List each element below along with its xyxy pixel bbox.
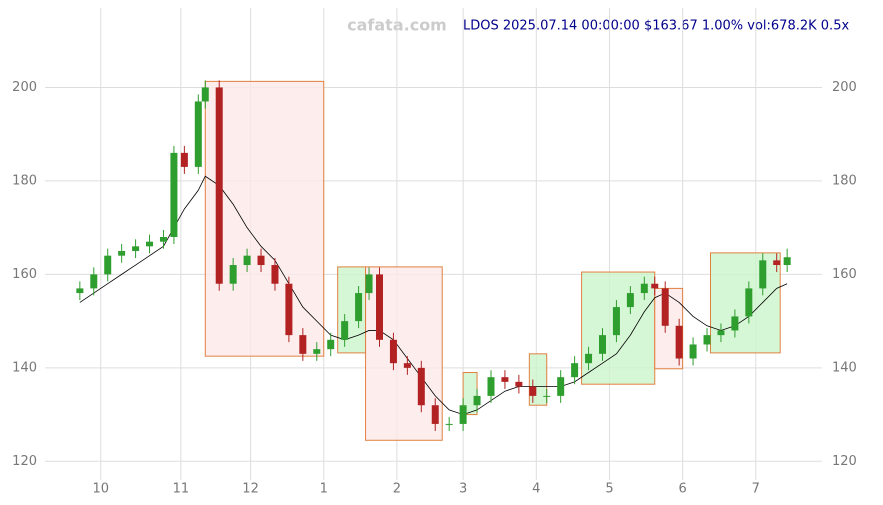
candle-body — [403, 363, 411, 368]
candle-body — [104, 255, 112, 275]
candle-body — [598, 335, 606, 354]
x-tick-label: 4 — [532, 482, 540, 497]
y-tick-label: 120 — [12, 454, 37, 469]
candle-body — [585, 353, 593, 364]
y-tick-label-right: 180 — [832, 173, 857, 188]
candle-body — [243, 255, 251, 266]
y-tick-label-right: 200 — [832, 80, 857, 95]
candle-body — [375, 274, 383, 340]
y-tick-label: 180 — [12, 173, 37, 188]
candle-body — [180, 152, 188, 167]
candle-body — [132, 246, 140, 252]
candle-body — [703, 335, 711, 345]
candle-body — [473, 395, 481, 406]
y-tick-label-right: 160 — [832, 267, 857, 282]
candle-body — [689, 344, 697, 359]
candle-body — [759, 260, 767, 289]
candle-body — [487, 377, 495, 396]
candle-body — [717, 330, 725, 336]
x-tick-label: 6 — [678, 482, 686, 497]
candle-body — [417, 367, 425, 406]
candle-body — [285, 283, 293, 336]
candle-body — [731, 316, 739, 331]
candle-body — [229, 265, 237, 284]
x-tick-label: 12 — [242, 482, 259, 497]
y-tick-label: 140 — [12, 360, 37, 375]
candle-body — [651, 283, 659, 289]
candle-body — [215, 87, 223, 284]
candle-body — [76, 288, 84, 294]
candle-body — [783, 257, 791, 266]
candle-body — [459, 405, 467, 424]
candle-body — [313, 349, 321, 354]
candle-body — [612, 307, 620, 336]
candle-body — [170, 152, 178, 237]
y-tick-label-right: 120 — [832, 454, 857, 469]
chart-title: LDOS 2025.07.14 00:00:00 $163.67 1.00% v… — [463, 19, 849, 34]
candle-body — [431, 405, 439, 424]
zone — [528, 353, 548, 406]
candle-body — [90, 274, 98, 289]
x-tick-label: 3 — [459, 482, 467, 497]
candle-body — [389, 339, 397, 364]
candle-body — [299, 335, 307, 354]
y-tick-label-right: 140 — [832, 360, 857, 375]
candle-body — [626, 293, 634, 308]
candle-body — [194, 101, 202, 167]
candle-body — [355, 293, 363, 322]
candle-body — [501, 377, 509, 382]
y-tick-label: 200 — [12, 80, 37, 95]
candle-body — [640, 283, 648, 294]
candle-body — [201, 87, 209, 102]
zone — [204, 80, 325, 357]
candle-body — [745, 288, 753, 317]
candle-body — [327, 339, 335, 350]
x-tick-label: 2 — [393, 482, 401, 497]
candle-body — [257, 255, 265, 266]
candle-body — [557, 377, 565, 396]
candle-body — [529, 386, 537, 396]
x-tick-label: 11 — [173, 482, 190, 497]
zone — [710, 252, 781, 354]
y-tick-label: 160 — [12, 267, 37, 282]
candle-body — [159, 236, 167, 242]
candle-body — [773, 260, 781, 266]
candle-body — [118, 251, 126, 256]
candle-body — [661, 288, 669, 326]
candle-body — [543, 395, 551, 397]
candle-body — [571, 363, 579, 378]
x-tick-label: 7 — [752, 482, 760, 497]
candle-body — [445, 423, 453, 425]
candle-body — [515, 381, 523, 387]
candle-body — [271, 265, 279, 284]
candle-body — [675, 325, 683, 359]
candle-body — [365, 274, 373, 294]
x-tick-label: 5 — [605, 482, 613, 497]
candle-body — [341, 321, 349, 340]
candle-body — [146, 241, 154, 247]
x-tick-label: 1 — [320, 482, 328, 497]
x-tick-label: 10 — [92, 482, 109, 497]
